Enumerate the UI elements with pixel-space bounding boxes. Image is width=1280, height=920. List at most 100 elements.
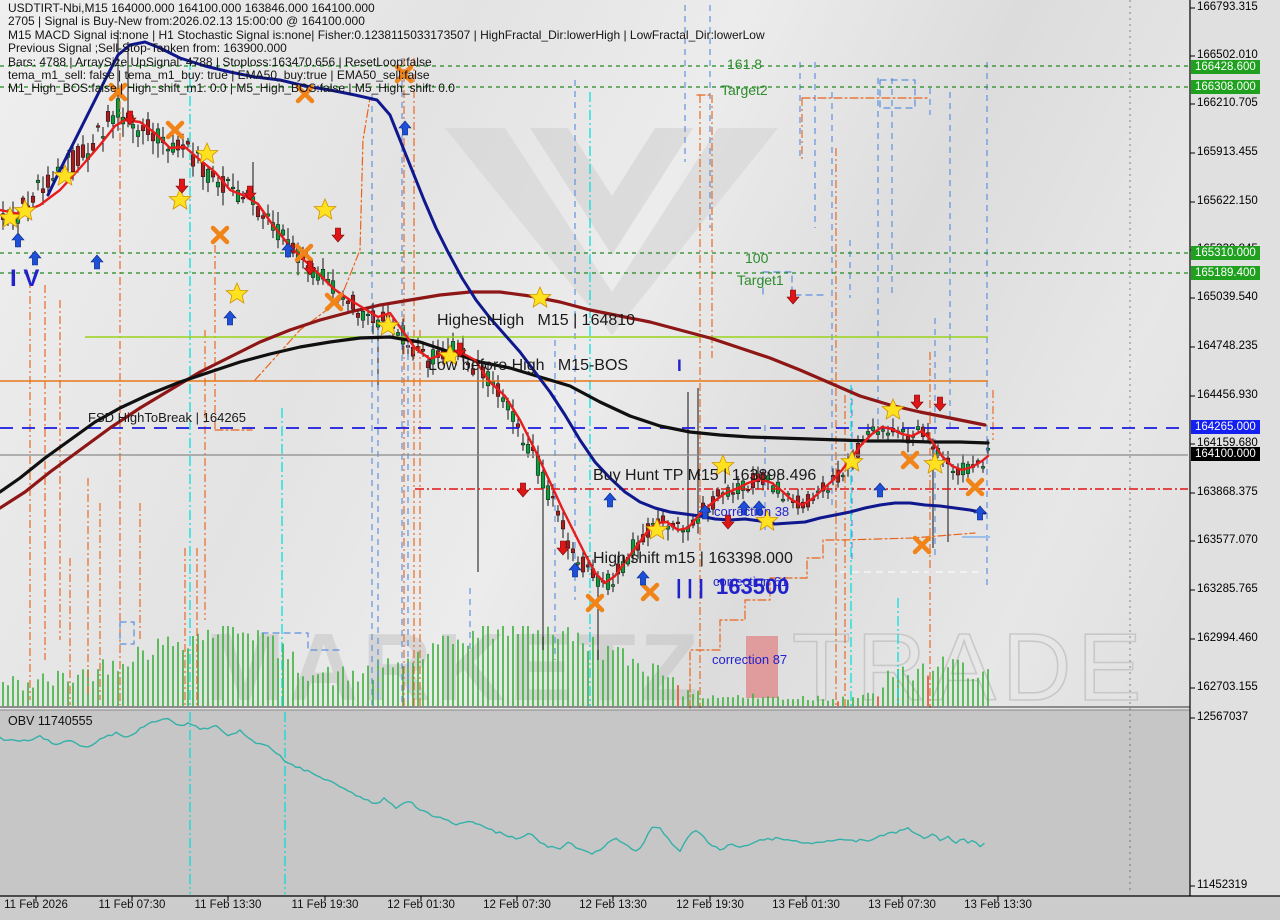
candle-body [950,470,956,473]
time-axis-label: 11 Feb 13:30 [194,899,262,911]
buy-arrow-icon [603,492,617,508]
star-signal-icon [168,187,192,210]
obv-title: OBV [8,714,35,728]
time-axis-label: 11 Feb 07:30 [98,899,166,911]
price-badge: 164100.000 [1191,447,1260,461]
x-signal-icon [165,120,185,140]
info-line-7: M1_High_BOS:false | High_shift_m1: 0.0 |… [8,81,455,96]
candle-body [930,446,936,450]
annotation-target1: Target1 [737,272,784,288]
candle-body [355,313,361,318]
buy-arrow-icon [281,242,295,258]
candle-body [875,431,881,435]
candle-body [260,215,266,219]
star-signal-icon [711,453,735,476]
x-signal-icon [108,82,128,102]
candle-body [70,150,76,173]
sell-arrow-icon [910,394,924,410]
time-axis-label: 12 Feb 07:30 [483,899,551,911]
candle-body [215,181,221,188]
blue-dash-structure [879,79,916,109]
candle-body [45,174,51,188]
candle-body [765,475,771,481]
watermark-logo-inner [530,128,693,255]
candle-body [105,111,111,122]
annotation-163500: 163500 [716,574,790,599]
info-line-4: Previous Signal ;Sell-Stop-Tanken from: … [8,41,287,56]
x-signal-icon [294,243,314,263]
star-signal-icon [755,508,779,531]
ma-maroon-line [0,290,987,510]
star-signal-icon [840,449,864,472]
x-signal-icon [210,225,230,245]
buy-arrow-icon [752,500,766,516]
time-axis-label: 12 Feb 13:30 [579,899,647,911]
candle-body [420,348,426,352]
price-axis-label: 166793.315 [1197,1,1258,13]
annotation-i: I [677,356,682,375]
candle-body [510,411,516,422]
candle-body [585,564,591,568]
price-badge: 166308.000 [1191,80,1260,94]
time-axis-background [0,896,1280,920]
sell-arrow-icon [786,289,800,305]
candle-body [240,197,246,200]
price-axis-label: 163577.070 [1197,534,1258,546]
price-axis-label: 165913.455 [1197,146,1258,158]
sell-arrow-icon [243,185,257,201]
candle-body [280,229,286,236]
price-badge: 165189.400 [1191,266,1260,280]
price-axis-label: 163868.375 [1197,486,1258,498]
annotation-: | | | [676,577,704,599]
annotation-high-shift-m15-163398-000: High shift m15 | 163398.000 [593,550,793,567]
ma-navy-line [46,40,987,526]
x-signal-icon [640,582,660,602]
candle-body [340,297,346,300]
annotation-correction-61: correction 61 [713,574,789,589]
price-axis-label: 166210.705 [1197,97,1258,109]
info-line-5: Bars: 4788 | ArraySize UpSignal: 4788 | … [8,54,432,69]
ma-black-line [0,335,990,494]
annotation-100: 100 [745,250,769,266]
buy-arrow-icon [90,254,104,270]
star-signal-icon [528,285,552,308]
candle-body [560,520,566,530]
sell-arrow-icon [175,178,189,194]
buy-arrow-icon [568,562,582,578]
candle-body [575,562,581,565]
price-axis-label: 166502.010 [1197,49,1258,61]
buy-arrow-icon [737,500,751,516]
price-badge: 166428.600 [1191,60,1260,74]
annotation-target2: Target2 [721,82,768,98]
candle-body [980,466,986,469]
star-signal-icon [645,517,669,540]
candle-body [570,548,576,554]
obv-indicator-label: OBV 11740555 [8,714,93,728]
sell-arrow-icon [123,110,137,126]
candle-body [395,332,401,336]
candle-body [545,485,551,500]
candle-body [880,429,886,432]
info-line-1: USDTIRT-Nbi,M15 164000.000 164100.000 16… [8,1,375,15]
price-axis-label: 162703.155 [1197,681,1258,693]
candle-body [35,179,41,183]
candle-body [520,442,526,446]
candle-body [675,521,681,524]
candle-body [470,368,476,375]
candle-body [235,189,241,202]
orange-dash-structure [254,97,371,381]
star-signal-icon [0,205,22,228]
candle-body [555,510,561,516]
star-signal-icon [881,397,905,420]
star-signal-icon [195,141,219,164]
x-signal-icon [324,292,344,312]
price-axis-label: 164748.235 [1197,340,1258,352]
star-signal-icon [923,451,947,474]
buy-arrow-icon [398,120,412,136]
candle-body [425,360,431,368]
candle-body [680,530,686,533]
candle-body [985,448,991,451]
indicator-info-block: USDTIRT-Nbi,M15 164000.000 164100.000 16… [8,1,765,96]
obv-line [0,717,985,855]
